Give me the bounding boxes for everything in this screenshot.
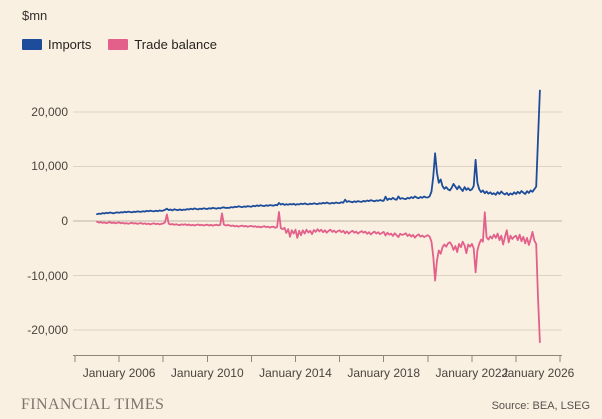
y-axis-tick-label: 0 [61,214,68,228]
x-axis-tick-label: January 2026 [501,366,575,380]
y-axis-tick-label: -20,000 [27,323,68,338]
imports-line [96,89,541,216]
trade-balance-line [96,211,541,344]
y-axis-tick-label: 20,000 [31,104,68,119]
legend-label-imports: Imports [48,37,92,52]
legend-item-trade-balance: Trade balance [108,37,217,52]
y-axis-tick-label: -10,000 [27,268,68,283]
source-note: Source: BEA, LSEG [491,400,590,412]
imports-swatch-icon [22,39,42,50]
legend-label-trade-balance: Trade balance [134,37,217,52]
ft-logo: FINANCIAL TIMES [21,396,165,413]
legend: Imports Trade balance [22,37,227,52]
trade-balance-swatch-icon [108,39,129,50]
x-axis-tick-label: January 2018 [347,366,421,380]
y-axis-tick-label: 10,000 [31,159,68,174]
x-axis-tick-label: January 2010 [170,366,244,380]
x-axis-tick-label: January 2006 [82,366,156,380]
y-axis-unit-label: $mn [22,8,48,23]
legend-item-imports: Imports [22,37,91,52]
x-axis-tick-label: January 2022 [435,366,509,380]
x-axis-tick-label: January 2014 [259,366,332,380]
